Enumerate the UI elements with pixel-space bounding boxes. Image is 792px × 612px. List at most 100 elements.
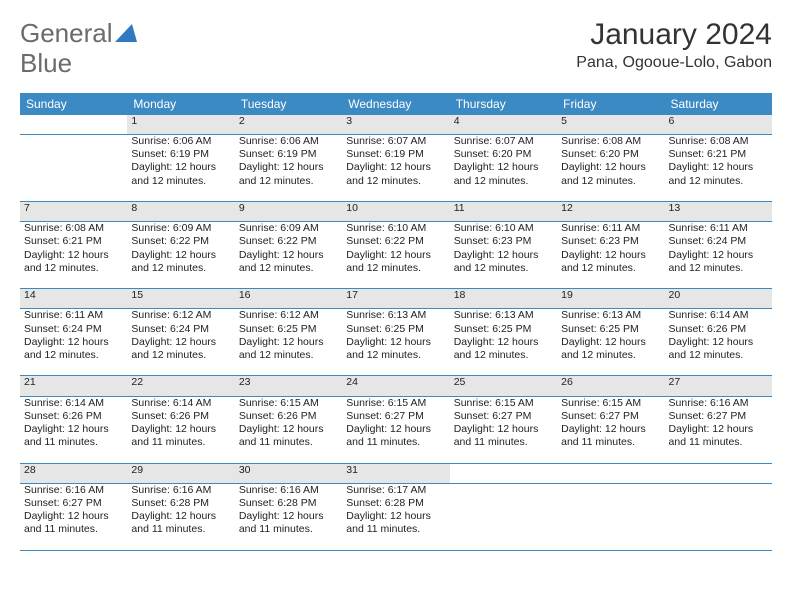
week-daynum-row: 14151617181920 <box>20 289 772 309</box>
day-number-cell: 2 <box>235 115 342 135</box>
day-ss: Sunset: 6:22 PM <box>346 235 445 248</box>
day-d1: Daylight: 12 hours <box>346 336 445 349</box>
day-d2: and 11 minutes. <box>131 523 230 536</box>
day-cell: Sunrise: 6:06 AMSunset: 6:19 PMDaylight:… <box>235 135 342 202</box>
day-d1: Daylight: 12 hours <box>669 161 768 174</box>
day-cell: Sunrise: 6:13 AMSunset: 6:25 PMDaylight:… <box>450 309 557 376</box>
day-cell: Sunrise: 6:08 AMSunset: 6:21 PMDaylight:… <box>665 135 772 202</box>
day-d2: and 12 minutes. <box>561 262 660 275</box>
day-ss: Sunset: 6:22 PM <box>131 235 230 248</box>
day-cell: Sunrise: 6:13 AMSunset: 6:25 PMDaylight:… <box>342 309 449 376</box>
day-number-cell: 27 <box>665 376 772 396</box>
weekday-monday: Monday <box>127 93 234 115</box>
day-number-cell: 13 <box>665 202 772 222</box>
day-d1: Daylight: 12 hours <box>239 249 338 262</box>
day-number-cell <box>665 463 772 483</box>
day-ss: Sunset: 6:27 PM <box>346 410 445 423</box>
day-cell: Sunrise: 6:15 AMSunset: 6:27 PMDaylight:… <box>557 396 664 463</box>
day-cell: Sunrise: 6:15 AMSunset: 6:27 PMDaylight:… <box>450 396 557 463</box>
day-d1: Daylight: 12 hours <box>24 336 123 349</box>
day-ss: Sunset: 6:23 PM <box>454 235 553 248</box>
day-number-cell: 15 <box>127 289 234 309</box>
day-d2: and 12 minutes. <box>131 349 230 362</box>
day-cell: Sunrise: 6:14 AMSunset: 6:26 PMDaylight:… <box>20 396 127 463</box>
day-d2: and 11 minutes. <box>454 436 553 449</box>
day-ss: Sunset: 6:20 PM <box>561 148 660 161</box>
day-cell: Sunrise: 6:16 AMSunset: 6:27 PMDaylight:… <box>20 483 127 550</box>
day-d2: and 12 minutes. <box>239 175 338 188</box>
day-d1: Daylight: 12 hours <box>346 510 445 523</box>
day-sr: Sunrise: 6:16 AM <box>24 484 123 497</box>
day-number-cell: 21 <box>20 376 127 396</box>
day-d2: and 12 minutes. <box>561 175 660 188</box>
day-ss: Sunset: 6:27 PM <box>24 497 123 510</box>
day-cell: Sunrise: 6:09 AMSunset: 6:22 PMDaylight:… <box>127 222 234 289</box>
day-number-cell: 10 <box>342 202 449 222</box>
day-d2: and 11 minutes. <box>669 436 768 449</box>
day-cell: Sunrise: 6:16 AMSunset: 6:27 PMDaylight:… <box>665 396 772 463</box>
day-d1: Daylight: 12 hours <box>346 423 445 436</box>
logo-text-1: General <box>20 18 113 49</box>
day-d1: Daylight: 12 hours <box>239 161 338 174</box>
day-d1: Daylight: 12 hours <box>239 336 338 349</box>
logo: General <box>20 18 137 49</box>
calendar-page: General January 2024 Pana, Ogooue-Lolo, … <box>0 0 792 551</box>
day-ss: Sunset: 6:21 PM <box>24 235 123 248</box>
weekday-saturday: Saturday <box>665 93 772 115</box>
day-d1: Daylight: 12 hours <box>131 336 230 349</box>
day-ss: Sunset: 6:27 PM <box>561 410 660 423</box>
week-daynum-row: 78910111213 <box>20 202 772 222</box>
day-number-cell <box>557 463 664 483</box>
day-ss: Sunset: 6:25 PM <box>239 323 338 336</box>
location: Pana, Ogooue-Lolo, Gabon <box>576 54 772 72</box>
day-sr: Sunrise: 6:08 AM <box>669 135 768 148</box>
day-sr: Sunrise: 6:11 AM <box>561 222 660 235</box>
day-number-cell <box>450 463 557 483</box>
day-cell: Sunrise: 6:15 AMSunset: 6:26 PMDaylight:… <box>235 396 342 463</box>
day-ss: Sunset: 6:28 PM <box>239 497 338 510</box>
weekday-thursday: Thursday <box>450 93 557 115</box>
day-number-cell: 26 <box>557 376 664 396</box>
day-sr: Sunrise: 6:14 AM <box>669 309 768 322</box>
day-number-cell <box>20 115 127 135</box>
calendar-body: 123456Sunrise: 6:06 AMSunset: 6:19 PMDay… <box>20 115 772 550</box>
day-cell: Sunrise: 6:13 AMSunset: 6:25 PMDaylight:… <box>557 309 664 376</box>
calendar-table: Sunday Monday Tuesday Wednesday Thursday… <box>20 93 772 551</box>
day-sr: Sunrise: 6:16 AM <box>239 484 338 497</box>
weekday-sunday: Sunday <box>20 93 127 115</box>
day-cell: Sunrise: 6:14 AMSunset: 6:26 PMDaylight:… <box>665 309 772 376</box>
day-cell: Sunrise: 6:15 AMSunset: 6:27 PMDaylight:… <box>342 396 449 463</box>
day-sr: Sunrise: 6:10 AM <box>346 222 445 235</box>
day-number-cell: 4 <box>450 115 557 135</box>
page-title: January 2024 <box>576 18 772 52</box>
day-d2: and 12 minutes. <box>24 262 123 275</box>
week-body-row: Sunrise: 6:08 AMSunset: 6:21 PM Daylight:… <box>20 222 772 289</box>
day-d2: and 12 minutes. <box>346 349 445 362</box>
day-d2: and 12 minutes. <box>454 349 553 362</box>
day-d2: and 11 minutes. <box>561 436 660 449</box>
day-d2: and 12 minutes. <box>346 262 445 275</box>
day-sr: Sunrise: 6:08 AM <box>24 222 123 235</box>
day-d2: and 12 minutes. <box>131 262 230 275</box>
day-number-cell: 28 <box>20 463 127 483</box>
day-sr: Sunrise: 6:15 AM <box>454 397 553 410</box>
day-cell: Sunrise: 6:16 AMSunset: 6:28 PMDaylight:… <box>235 483 342 550</box>
day-d2: and 12 minutes. <box>669 262 768 275</box>
day-sr: Sunrise: 6:15 AM <box>239 397 338 410</box>
day-d1: Daylight: 12 hours <box>454 423 553 436</box>
day-sr: Sunrise: 6:10 AM <box>454 222 553 235</box>
day-ss: Sunset: 6:28 PM <box>131 497 230 510</box>
day-d1: Daylight: 12 hours <box>24 423 123 436</box>
day-cell: Sunrise: 6:10 AMSunset: 6:22 PMDaylight:… <box>342 222 449 289</box>
day-number-cell: 22 <box>127 376 234 396</box>
day-number-cell: 1 <box>127 115 234 135</box>
day-sr: Sunrise: 6:12 AM <box>239 309 338 322</box>
day-cell: Sunrise: 6:16 AMSunset: 6:28 PMDaylight:… <box>127 483 234 550</box>
day-d1: Daylight: 12 hours <box>561 249 660 262</box>
day-ss: Sunset: 6:28 PM <box>346 497 445 510</box>
title-group: January 2024 Pana, Ogooue-Lolo, Gabon <box>576 18 772 72</box>
day-d1: Daylight: 12 hours <box>669 336 768 349</box>
day-ss: Sunset: 6:20 PM <box>454 148 553 161</box>
day-cell: Sunrise: 6:06 AMSunset: 6:19 PMDaylight:… <box>127 135 234 202</box>
day-sr: Sunrise: 6:13 AM <box>454 309 553 322</box>
